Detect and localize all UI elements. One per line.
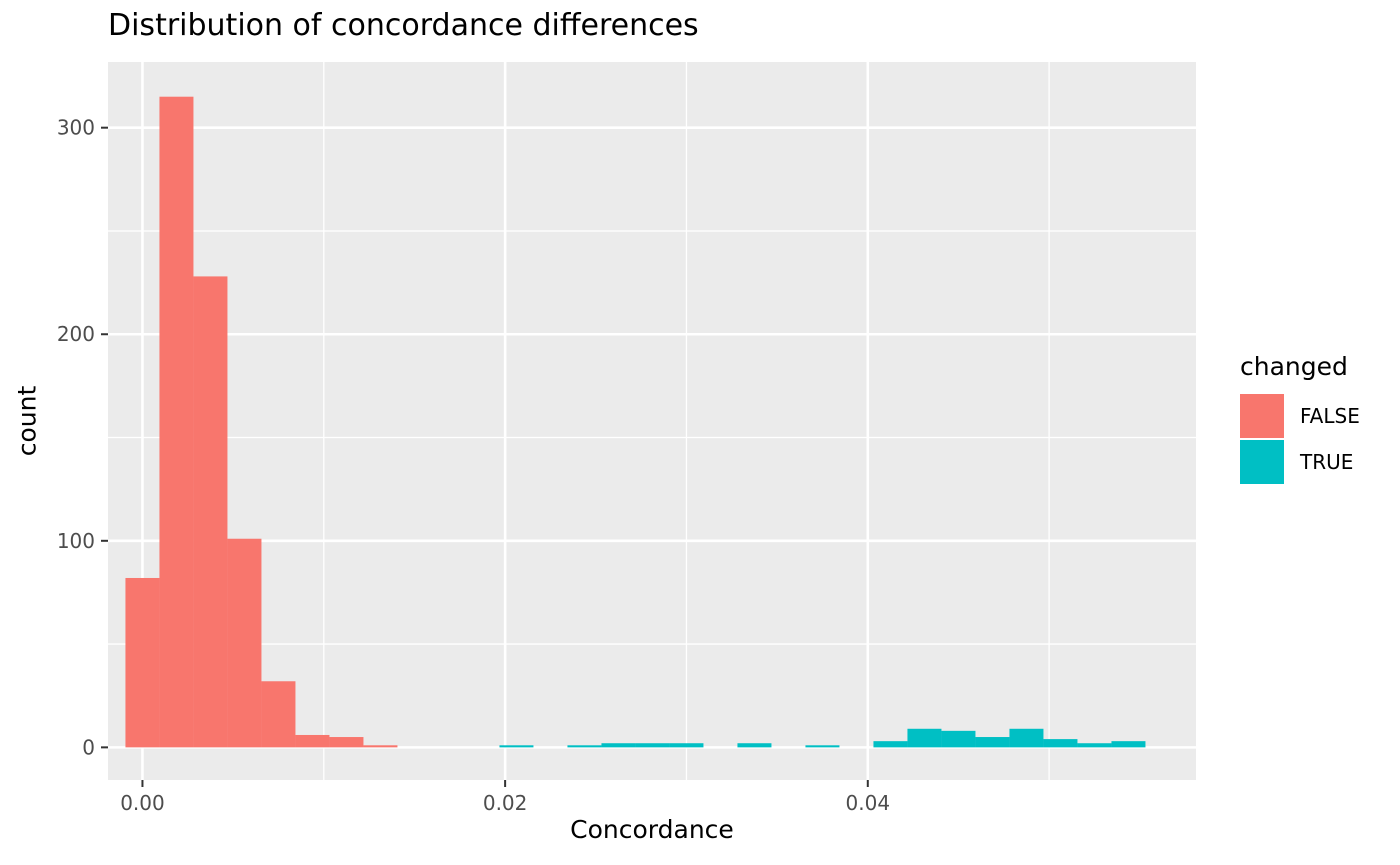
bar-false [227, 538, 262, 748]
histogram-bars [125, 96, 1146, 748]
y-tick-label: 300 [57, 116, 95, 140]
legend-title: changed [1240, 352, 1348, 381]
y-tick-label: 100 [57, 529, 95, 553]
x-tick-label: 0.04 [846, 791, 891, 815]
x-tick-label: 0.02 [483, 791, 528, 815]
x-axis: 0.00 0.02 0.04 [120, 780, 890, 815]
legend-label-false: FALSE [1300, 404, 1360, 428]
bar-true [1043, 739, 1078, 748]
legend-label-true: TRUE [1300, 450, 1354, 474]
legend-item-true: TRUE [1240, 439, 1360, 485]
bar-true [567, 745, 602, 748]
bar-true [499, 745, 534, 748]
bar-false [193, 276, 228, 748]
y-tick-label: 0 [82, 735, 95, 759]
bar-true [1077, 743, 1112, 748]
x-axis-label: Concordance [570, 815, 734, 844]
bar-true [669, 743, 704, 748]
plot-panel [108, 62, 1196, 780]
legend-key-false [1240, 394, 1284, 438]
bar-true [941, 730, 976, 748]
bar-true [1009, 728, 1044, 748]
bar-false [261, 681, 296, 748]
bar-false [159, 96, 194, 748]
bar-true [975, 737, 1010, 748]
legend-item-false: FALSE [1240, 393, 1360, 439]
bar-false [363, 745, 398, 748]
bar-true [907, 728, 942, 748]
bar-true [635, 743, 670, 748]
bar-false [329, 737, 364, 748]
legend: changed FALSE TRUE [1240, 352, 1360, 485]
bar-true [737, 743, 772, 748]
y-tick-label: 200 [57, 322, 95, 346]
bar-false [125, 577, 160, 748]
bar-true [1111, 741, 1146, 748]
chart-title: Distribution of concordance differences [108, 8, 699, 43]
bar-true [601, 743, 636, 748]
bar-true [805, 745, 840, 748]
x-tick-label: 0.00 [120, 791, 165, 815]
minor-gridlines [108, 62, 1196, 780]
y-axis: 0 100 200 300 [57, 116, 108, 759]
bar-false [295, 734, 330, 748]
bar-true [873, 741, 908, 748]
legend-key-true [1240, 440, 1284, 484]
y-axis-label: count [12, 385, 42, 457]
